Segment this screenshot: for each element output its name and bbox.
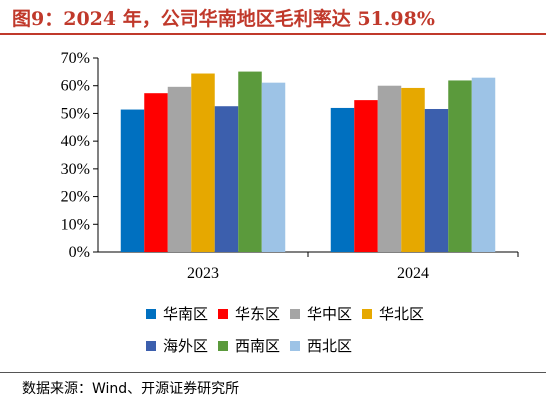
y-tick-label: 10%: [61, 216, 90, 233]
legend-swatch: [218, 340, 228, 351]
y-tick-label: 0%: [69, 244, 90, 261]
legend-label: 华东区: [235, 305, 281, 323]
bar-华北区-2023: [191, 73, 215, 252]
y-tick-label: 40%: [61, 133, 90, 150]
y-tick-label: 30%: [61, 161, 90, 178]
bar-西北区-2023: [261, 82, 286, 252]
legend-item: 海外区: [146, 335, 208, 356]
bar-华中区-2024: [377, 85, 402, 252]
y-tick-label: 20%: [61, 189, 90, 206]
legend-label: 海外区: [163, 337, 209, 355]
legend-label: 西南区: [235, 337, 281, 355]
bar-西南区-2024: [448, 80, 472, 252]
legend-swatch: [290, 340, 300, 351]
legend-swatch: [218, 308, 228, 319]
bar-西北区-2024: [471, 77, 496, 252]
source-divider: [0, 372, 546, 373]
chart-title: 图9：2024 年，公司华南地区毛利率达 51.98%: [12, 8, 435, 30]
y-tick-label: 70%: [61, 50, 90, 67]
legend-item: 华南区: [146, 303, 208, 324]
y-tick-label: 50%: [61, 105, 90, 122]
legend-item: 华东区: [218, 303, 280, 324]
bar-海外区-2023: [214, 106, 239, 252]
title-divider: [0, 33, 546, 35]
legend-label: 西北区: [307, 337, 353, 355]
bar-华东区-2023: [144, 93, 168, 252]
legend-label: 华中区: [307, 305, 353, 323]
legend-item: 华北区: [362, 303, 424, 324]
bar-chart: 0% 10% 20% 30% 40% 50% 60% 70% 2023 2024: [61, 50, 519, 282]
legend-swatch: [362, 308, 372, 319]
legend-item: 西南区: [218, 335, 280, 356]
bar-西南区-2023: [238, 71, 262, 252]
legend-swatch: [290, 308, 300, 319]
bar-华北区-2024: [401, 87, 425, 252]
x-tick-label: 2024: [397, 265, 429, 282]
legend-item: 西北区: [290, 335, 352, 356]
legend-label: 华南区: [163, 305, 209, 323]
bar-华南区-2023: [120, 109, 145, 252]
legend-item: 华中区: [290, 303, 352, 324]
legend-label: 华北区: [379, 305, 425, 323]
bar-海外区-2024: [424, 108, 449, 252]
bar-华南区-2024: [330, 107, 355, 253]
bar-华中区-2023: [167, 86, 192, 252]
bar-华东区-2024: [354, 100, 378, 252]
source-note: 数据来源：Wind、开源证券研究所: [22, 381, 240, 397]
x-tick-label: 2023: [187, 265, 219, 282]
legend-swatch: [146, 308, 156, 319]
legend-swatch: [146, 340, 156, 351]
y-tick-label: 60%: [61, 78, 90, 95]
